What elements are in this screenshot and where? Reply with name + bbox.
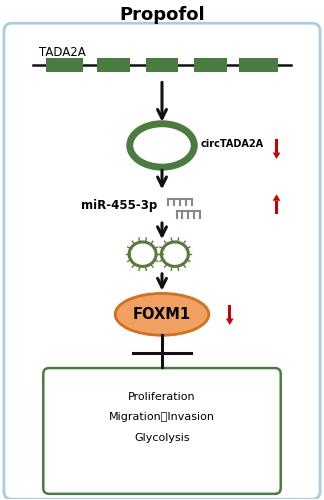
FancyBboxPatch shape	[43, 368, 281, 494]
Text: Migration、Invasion: Migration、Invasion	[109, 412, 215, 422]
Text: Proliferation: Proliferation	[128, 392, 196, 402]
FancyBboxPatch shape	[4, 23, 320, 500]
Ellipse shape	[129, 242, 156, 266]
Polygon shape	[273, 152, 280, 159]
Text: miR-455-3p: miR-455-3p	[81, 200, 157, 212]
Bar	[194, 58, 226, 72]
Text: circTADA2A: circTADA2A	[201, 139, 264, 149]
Text: TADA2A: TADA2A	[40, 46, 86, 59]
Bar	[228, 305, 231, 318]
Polygon shape	[273, 194, 280, 201]
Text: Propofol: Propofol	[119, 6, 205, 24]
Ellipse shape	[130, 124, 194, 167]
Text: Glycolysis: Glycolysis	[134, 432, 190, 442]
Bar	[46, 58, 83, 72]
Ellipse shape	[115, 294, 209, 335]
Bar	[146, 58, 178, 72]
Bar	[275, 201, 278, 214]
Polygon shape	[226, 318, 234, 325]
Bar	[98, 58, 130, 72]
Text: FOXM1: FOXM1	[133, 307, 191, 322]
Bar	[275, 139, 278, 152]
Bar	[239, 58, 278, 72]
Ellipse shape	[161, 242, 188, 266]
